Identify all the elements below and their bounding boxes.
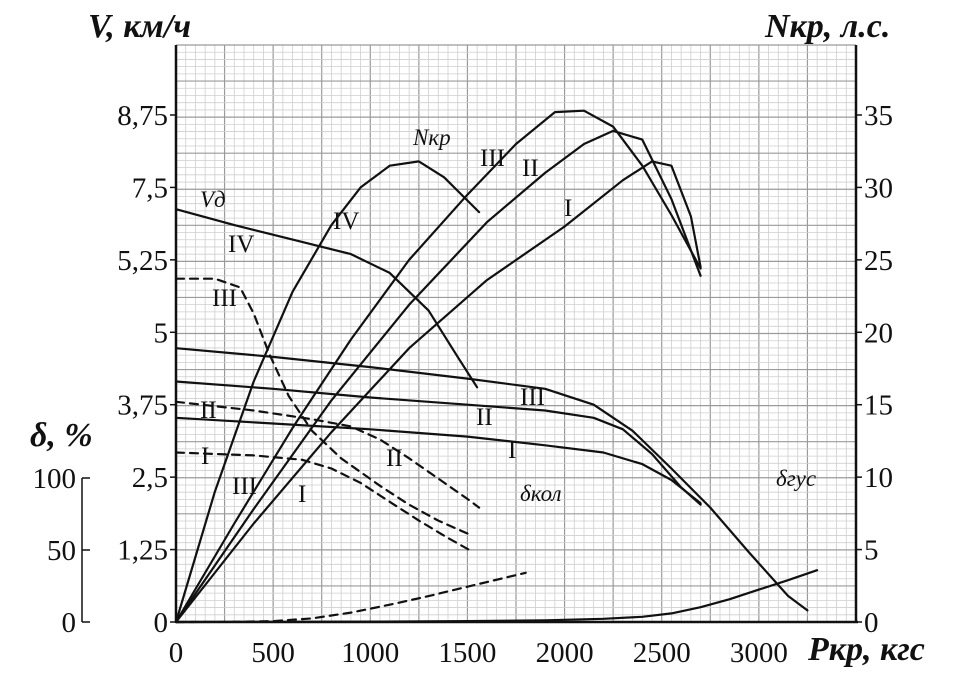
y-right-axis-title: Nкр, л.с. <box>764 8 890 45</box>
series-line-n-iii-8 <box>174 109 702 624</box>
series-line-delta-curve-dashed-12 <box>174 571 527 624</box>
series-line-v-ii-dashed-5 <box>174 400 481 509</box>
y-left-axis-title: V, км/ч <box>88 8 191 45</box>
label-vd-iii-low: III <box>232 473 257 500</box>
label-vd: Vд <box>200 187 226 212</box>
x-tick-label: 500 <box>251 637 295 669</box>
x-tick-label: 2000 <box>536 637 594 669</box>
label-vd-i: I <box>201 443 209 470</box>
label-n-iii: III <box>480 145 505 172</box>
label-vd-ii-low: II <box>386 445 403 472</box>
label-vd-ii: II <box>200 397 217 424</box>
label-v-ii: II <box>476 404 493 431</box>
label-n-i: I <box>564 195 572 222</box>
y-right-tick-label: 30 <box>864 172 893 204</box>
x-tick-label: 2500 <box>633 637 691 669</box>
x-tick-label: 1500 <box>438 637 496 669</box>
series-line-v-i-dashed-6 <box>174 451 473 553</box>
chart-curves <box>174 109 819 624</box>
series-line-v-iii-dashed-4 <box>174 277 473 537</box>
y-left-tick-label: 5 <box>154 317 169 349</box>
label-v-i: I <box>508 437 516 464</box>
series-line-n-i-10 <box>174 160 702 624</box>
y-right-tick-label: 35 <box>864 100 893 132</box>
x-tick-label: 1000 <box>341 637 399 669</box>
series-line-n-iv-7 <box>174 160 481 624</box>
series-line-n-ii-9 <box>174 129 702 624</box>
y-right-tick-label: 20 <box>864 317 893 349</box>
x-tick-label: 3000 <box>730 637 788 669</box>
label-dkol: δкол <box>520 481 562 506</box>
y-left-tick-label: 7,5 <box>132 172 168 204</box>
label-vd-iii: III <box>212 285 237 312</box>
series-line-v-iii-1 <box>174 347 809 612</box>
y-left-tick-label: 5,25 <box>117 245 168 277</box>
label-n-iv: IV <box>333 208 359 235</box>
y-right-tick-label: 0 <box>864 607 879 639</box>
series-line-v-ii-2 <box>174 380 702 506</box>
label-v-iv: IV <box>228 231 254 258</box>
y-left-tick-label: 0 <box>154 607 169 639</box>
label-nkr: Nкр <box>412 125 451 150</box>
x-tick-label: 0 <box>169 637 184 669</box>
label-v-iii: III <box>520 384 545 411</box>
y-left-tick-label: 3,75 <box>117 390 168 422</box>
y-right-tick-label: 15 <box>864 390 893 422</box>
y-left-tick-label: 1,25 <box>117 535 168 567</box>
series-line-delta-curve-11 <box>174 569 819 624</box>
y-left-tick-label: 8,75 <box>117 100 168 132</box>
x-axis-title: Pкр, кгс <box>807 631 925 668</box>
chart-ticks: 0 500 1000 1500 2000 2500 30000510152025303501… <box>33 100 894 669</box>
y-right-tick-label: 25 <box>864 245 893 277</box>
delta-tick-label: 100 <box>33 463 77 495</box>
label-dgus: δгус <box>776 466 816 491</box>
series-line-v-i-3 <box>174 416 702 505</box>
delta-axis-title: δ, % <box>30 417 93 454</box>
y-left-tick-label: 2,5 <box>132 462 168 494</box>
y-right-tick-label: 10 <box>864 462 893 494</box>
label-vd-i-low: I <box>298 481 306 508</box>
delta-tick-label: 0 <box>62 607 77 639</box>
label-n-ii: II <box>522 155 539 182</box>
delta-tick-label: 50 <box>47 535 76 567</box>
chart-grid <box>175 44 857 623</box>
series-line-v-iv-0 <box>174 208 479 389</box>
y-right-tick-label: 5 <box>864 535 879 567</box>
